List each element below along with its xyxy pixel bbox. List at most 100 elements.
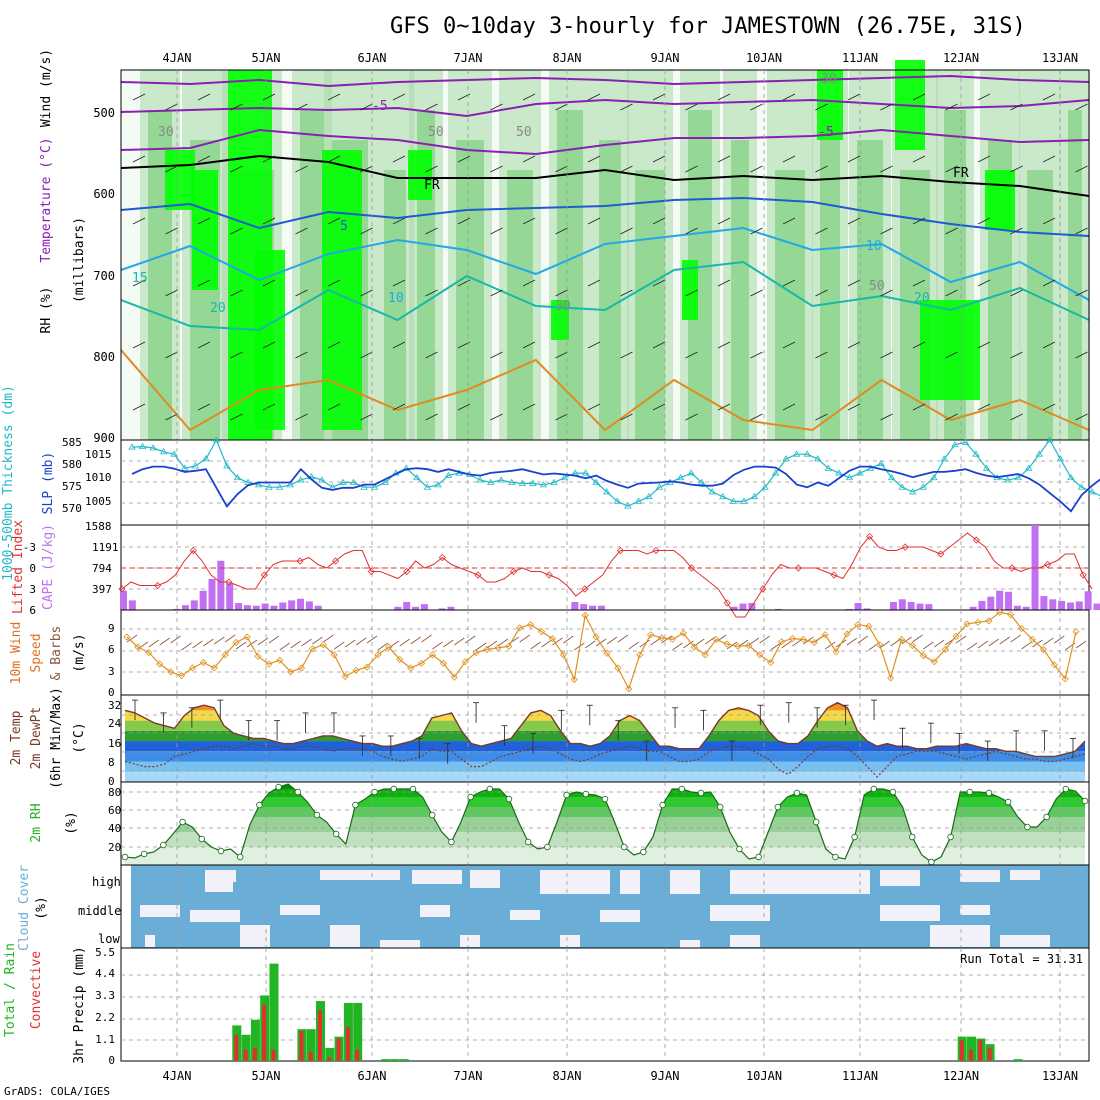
cloud-gap (510, 910, 540, 920)
date-label-bottom: 10JAN (746, 1069, 782, 1083)
cloud-gap (1000, 935, 1050, 947)
wind-point (581, 611, 589, 619)
wind-barb-10m (334, 641, 345, 650)
wind-barb (165, 289, 178, 297)
data-point (624, 502, 632, 509)
temp-tick: 16 (108, 737, 121, 750)
date-label-top: 4JAN (163, 51, 192, 65)
rh-point (486, 785, 493, 793)
data-point (655, 483, 664, 490)
wind-barb-10m (148, 639, 160, 648)
wind-barb (522, 93, 536, 101)
wind-barb (425, 351, 438, 359)
wind-barb (945, 227, 958, 235)
thickness-label: 1000-500mb Thickness (dm) (1, 385, 16, 581)
isotherm-line (120, 196, 1090, 237)
wind-barb (1010, 351, 1023, 359)
wind-barb (360, 413, 373, 421)
rh-point (160, 841, 167, 849)
cape-bar (305, 601, 313, 610)
rh-band (857, 140, 883, 440)
wind-barb (262, 341, 276, 349)
li-point (759, 585, 767, 593)
wind-barb (327, 279, 341, 287)
wind-barb-10m (432, 641, 443, 650)
wind-barb-10m (312, 636, 323, 645)
cloud-gap (280, 905, 320, 915)
pressure-tick: 900 (93, 431, 115, 445)
wind-barb (717, 403, 731, 411)
wind-point (897, 635, 906, 643)
date-label-bottom: 6JAN (358, 1069, 387, 1083)
wind-barb (197, 93, 211, 101)
wind-barb (295, 289, 308, 297)
temp-band (125, 751, 1085, 762)
li-point (118, 585, 126, 593)
wind-barb (782, 217, 796, 225)
wind-barb (360, 289, 373, 297)
cloud-gap (460, 935, 480, 947)
data-point (233, 474, 242, 481)
wind-barb (1010, 227, 1023, 235)
data-point (908, 488, 917, 495)
precip-total-bar (306, 1029, 316, 1061)
rh-point (717, 803, 724, 811)
wind-barb (847, 93, 861, 101)
precip-tick: 0 (108, 1054, 115, 1067)
wind-barb (815, 351, 828, 359)
wind-point (919, 652, 927, 660)
wind-point (679, 629, 687, 637)
wind-barb (490, 103, 503, 111)
contour-label: 50 (428, 125, 444, 140)
wind-barb-10m (421, 634, 432, 643)
rh-point (390, 785, 397, 793)
wind-barb (652, 341, 666, 349)
precip-total-bar (353, 1002, 363, 1061)
li-point (794, 564, 802, 572)
wind-barb (490, 351, 503, 359)
wind-barb (620, 413, 633, 421)
rh-point (1081, 797, 1089, 805)
pressure-tick: 500 (93, 106, 115, 120)
data-point (856, 469, 864, 476)
wind-point (756, 651, 764, 659)
li-point (438, 553, 446, 562)
cape-bar (1005, 591, 1012, 610)
wind-point (941, 645, 949, 653)
data-point (697, 478, 706, 485)
thickness-tick: 575 (62, 480, 82, 493)
data-point (708, 488, 716, 495)
cloud-gap (1010, 870, 1040, 880)
wind-point (145, 648, 153, 657)
cape-bar (1075, 601, 1083, 610)
li-point (403, 567, 411, 576)
rh-band (635, 170, 665, 440)
wind-point (407, 664, 415, 672)
wind-barb (197, 403, 211, 411)
precip-tick: 1.1 (95, 1033, 115, 1046)
wind-barb (912, 155, 926, 163)
wind-point (625, 685, 633, 693)
rh-tick: 80 (108, 786, 121, 799)
li-point (225, 578, 233, 586)
data-point (486, 478, 495, 485)
lifted-index-label: Lifted Index (11, 520, 26, 614)
precip-conv-bar (345, 1027, 350, 1061)
cape-bar (314, 605, 322, 610)
precip-tick: 3.3 (95, 989, 115, 1002)
cloud-label: Cloud Cover (17, 865, 32, 951)
rh-high-patch (985, 170, 1015, 230)
cloud-gap (670, 870, 700, 894)
data-point (159, 448, 168, 455)
precip-total-bar (325, 1047, 335, 1061)
wind-point (385, 643, 393, 651)
wind-barb (945, 289, 958, 297)
wind-barb (620, 165, 633, 173)
wind-barb (425, 227, 438, 235)
wind-point (450, 673, 458, 681)
wind-barb (815, 289, 828, 297)
li-point (1008, 564, 1016, 572)
precip-panel: Run Total = 31.31 5.5 4.4 3.3 2.2 1.1 0 Total /… (3, 943, 1090, 1067)
wind-barb-10m (661, 635, 672, 644)
li-tick: 0 (29, 562, 36, 575)
